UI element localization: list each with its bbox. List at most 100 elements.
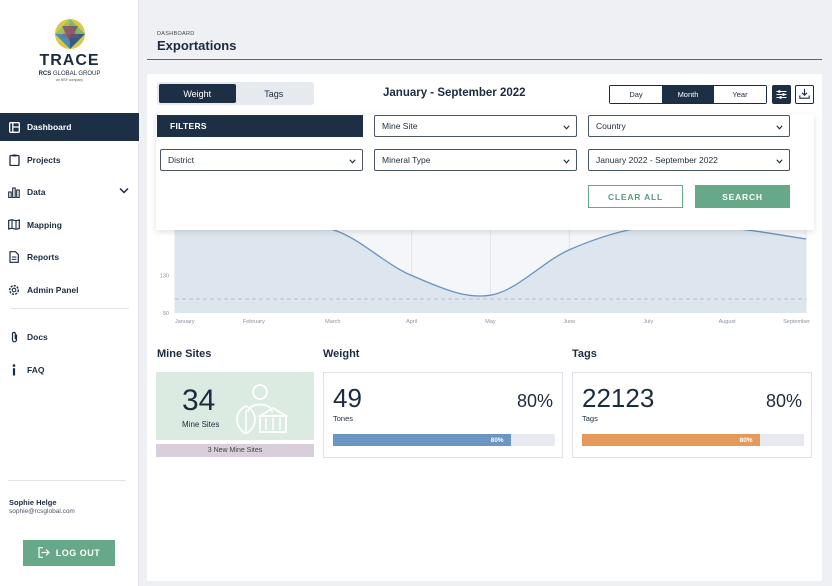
sidebar-nav: Dashboard Projects Data Mapping [0,113,139,388]
mine-sites-title: Mine Sites [157,348,212,360]
breadcrumb: DASHBOARD [157,31,195,37]
chart-x-tick-label: July [643,319,653,325]
search-button[interactable]: SEARCH [695,185,790,208]
chevron-down-icon [563,122,570,132]
filters-panel: FILTERS Mine Site Country District Miner… [156,114,814,230]
sidebar-item-label: Dashboard [27,122,72,132]
logout-icon [38,546,50,560]
tab-weight[interactable]: Weight [159,84,236,103]
chart-x-tick-label: March [325,319,340,325]
period-title: January - September 2022 [383,87,526,99]
chevron-down-icon [776,122,783,132]
sidebar-item-dashboard[interactable]: Dashboard [0,113,139,141]
tags-progress-fill: 80% [582,434,760,446]
main-panel: Weight Tags January - September 2022 Day… [147,74,822,581]
sidebar-item-label: Reports [27,252,60,262]
logo-title: TRACE [39,52,100,69]
country-value: Country [596,121,626,131]
sidebar-item-label: FAQ [27,364,45,375]
mine-site-select[interactable]: Mine Site [374,115,577,137]
sidebar-item-label: Mapping [27,219,62,230]
tags-progress-track: 80% [582,434,804,446]
gear-icon [8,284,20,296]
sidebar-item-data[interactable]: Data [0,178,139,206]
map-icon [8,219,20,231]
weight-card[interactable]: 49 Tones 80% 80% [323,372,563,458]
chevron-down-icon[interactable] [119,186,129,196]
tags-percent: 80% [765,391,802,411]
logout-label: LOG OUT [55,548,101,558]
chevron-down-icon [776,156,783,166]
tags-unit: Tags [582,414,598,423]
country-select[interactable]: Country [588,115,790,137]
weight-progress-label: 80% [490,436,504,444]
clipboard-icon [8,154,20,166]
date-range-value: January 2022 - September 2022 [596,155,718,165]
exportations-chart: 50 130 January February March April May June Ju… [160,224,810,325]
mineral-type-select[interactable]: Mineral Type [374,149,577,171]
logo-subtitle: RCS GLOBAL GROUP [38,71,101,77]
download-icon [799,86,810,104]
district-select[interactable]: District [160,149,363,171]
user-name: Sophie Helge [9,498,57,507]
tags-card[interactable]: 22123 Tags 80% 80% [572,372,812,458]
nav-divider [10,308,129,309]
sidebar-item-projects[interactable]: Projects [0,146,139,174]
weight-value: 49 [333,383,362,413]
range-day-button[interactable]: Day [610,86,662,103]
info-icon [8,363,20,376]
chart-x-tick-label: June [563,319,575,325]
sidebar-item-faq[interactable]: FAQ [0,356,139,384]
date-range-select[interactable]: January 2022 - September 2022 [588,149,790,171]
page-title: Exportations [157,38,237,53]
new-mine-sites-badge: 3 New Mine Sites [156,444,314,457]
chevron-down-icon [563,156,570,166]
chart-y-tick-label: 50 [163,311,169,317]
range-month-button[interactable]: Month [662,86,714,103]
chart-area-fill [175,224,806,313]
sidebar-item-mapping[interactable]: Mapping [0,211,139,239]
weight-title: Weight [323,348,360,360]
weight-unit: Tones [333,414,354,423]
sidebar-item-reports[interactable]: Reports [0,243,139,271]
filter-toggle-button[interactable] [772,85,791,104]
sidebar-item-label: Projects [27,154,61,165]
logo-tagline: an NSF company [55,78,84,82]
tags-title: Tags [572,348,597,360]
clear-all-button[interactable]: CLEAR ALL [588,185,683,208]
chart-x-tick-label: August [719,319,737,325]
logout-button[interactable]: LOG OUT [23,540,115,566]
document-icon [8,251,20,263]
mine-site-illustration-icon [236,384,290,434]
chart-x-tick-label: February [243,319,265,325]
download-button[interactable] [795,85,814,104]
logo[interactable]: TRACE RCS GLOBAL GROUP an NSF company [0,18,139,82]
weight-progress-fill: 80% [333,434,511,446]
sliders-icon [776,86,787,104]
mineral-type-value: Mineral Type [382,155,431,165]
filters-label: FILTERS [157,115,363,137]
paperclip-icon [8,331,20,343]
tab-tags[interactable]: Tags [236,84,313,103]
sidebar-item-docs[interactable]: Docs [0,323,139,351]
time-range-toggle: Day Month Year [609,85,767,104]
dashboard-icon [8,121,20,133]
sidebar-item-admin-panel[interactable]: Admin Panel [0,276,139,304]
tags-value: 22123 [582,383,655,413]
sidebar-divider [8,480,126,481]
trace-logo-icon [54,19,85,49]
chart-x-tick-label: May [485,319,496,325]
metric-toggle: Weight Tags [157,82,314,105]
tags-progress-label: 80% [739,436,753,444]
sidebar: TRACE RCS GLOBAL GROUP an NSF company Da… [0,0,139,586]
header-divider [147,59,822,60]
sidebar-item-label: Data [27,187,46,197]
mine-sites-count: 34 [182,384,216,417]
weight-progress-track: 80% [333,434,555,446]
chart-x-tick-label: April [406,319,417,325]
mine-sites-card[interactable]: 34 Mine Sites [156,372,314,440]
bar-chart-icon [8,186,20,198]
weight-percent: 80% [516,391,553,411]
range-year-button[interactable]: Year [714,86,766,103]
district-value: District [168,155,194,165]
